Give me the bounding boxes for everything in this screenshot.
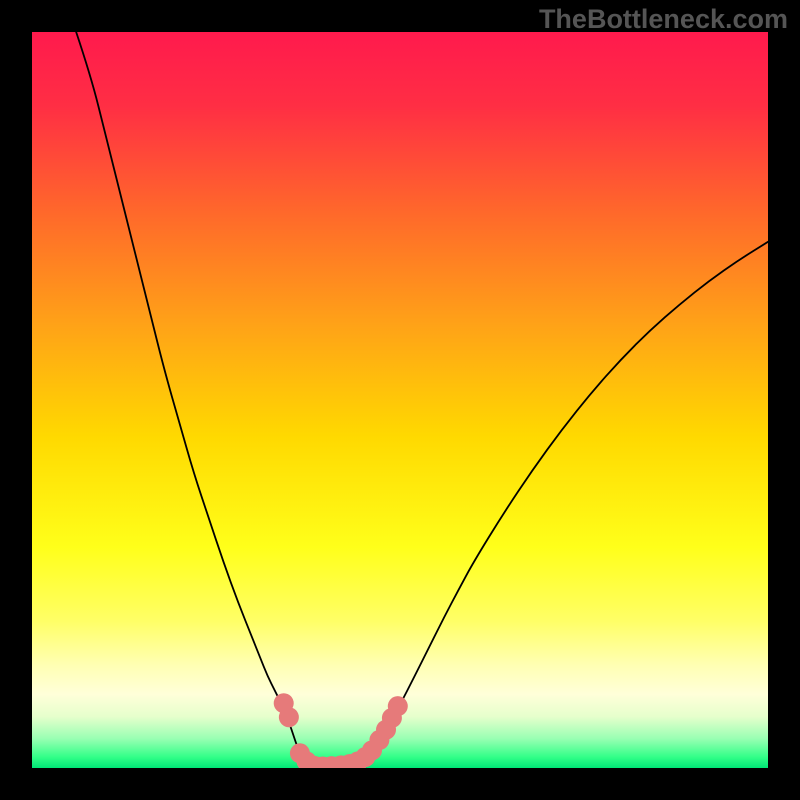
watermark-text: TheBottleneck.com [539,4,788,35]
plot-background [32,32,768,768]
chart-svg [0,0,800,800]
marker-point [279,707,299,727]
marker-point [388,696,408,716]
bottleneck-chart: TheBottleneck.com [0,0,800,800]
